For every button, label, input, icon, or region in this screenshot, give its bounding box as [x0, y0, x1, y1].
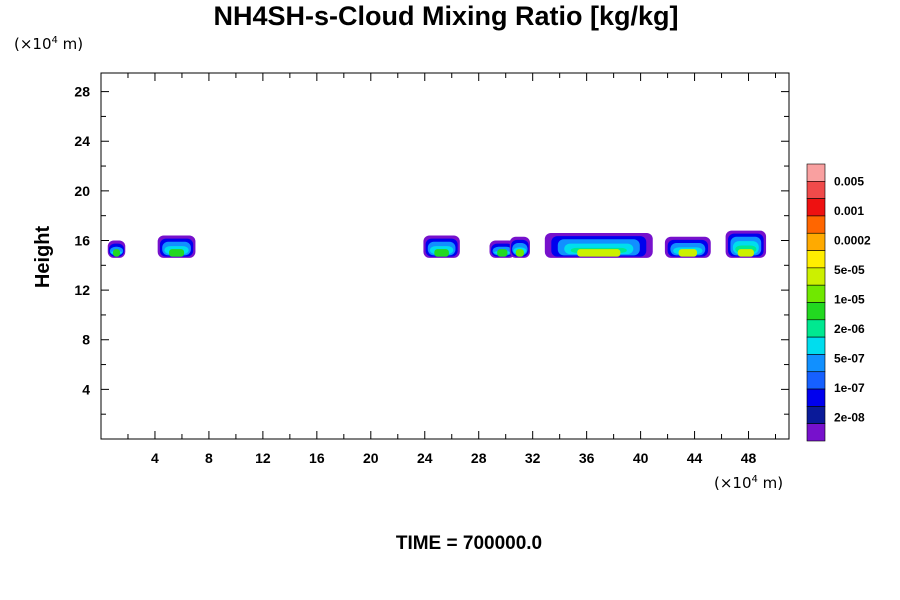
x-tick-label: 12: [255, 450, 271, 466]
cloud-patch: [544, 233, 653, 258]
y-tick-label: 12: [74, 282, 90, 298]
y-tick-label: 16: [74, 232, 90, 248]
x-tick-label: 44: [687, 450, 703, 466]
cloud-core: [678, 249, 697, 257]
y-axis-label: Height: [32, 226, 54, 289]
colorbar-label: 5e-05: [834, 263, 865, 277]
cloud-core: [497, 249, 508, 257]
colorbar-label: 2e-06: [834, 322, 865, 336]
cloud-patch: [509, 236, 530, 258]
cloud-patch: [423, 235, 460, 258]
colorbar-swatch: [806, 198, 826, 217]
colorbar-swatch: [806, 302, 826, 321]
y-axis-ticks: 4 8 12 16 20 24 28: [74, 84, 789, 415]
colorbar-swatch: [806, 250, 826, 269]
colorbar-swatch: [806, 319, 826, 338]
colorbar-swatch: [806, 215, 826, 234]
cloud-layer: [107, 230, 767, 258]
y-tick-label: 28: [74, 84, 90, 100]
colorbar-label: 0.0002: [834, 233, 871, 247]
colorbar-swatch: [806, 406, 826, 424]
cloud-patch: [489, 240, 516, 258]
cloud-core: [577, 249, 621, 257]
y-tick-label: 8: [82, 332, 90, 348]
x-axis-unit: (×104 m): [714, 474, 783, 492]
x-tick-label: 24: [417, 450, 433, 466]
colorbar-swatch: [806, 336, 826, 355]
cloud-patch: [664, 236, 711, 258]
colorbar-label: 0.005: [834, 174, 864, 188]
y-axis-unit: (×104 m): [14, 35, 83, 53]
y-tick-label: 20: [74, 183, 90, 199]
colorbar-swatch: [806, 163, 826, 182]
cloud-core: [113, 249, 121, 257]
x-tick-label: 48: [741, 450, 757, 466]
x-tick-label: 36: [579, 450, 595, 466]
colorbar-label: 2e-08: [834, 410, 865, 424]
y-tick-label: 24: [74, 133, 90, 149]
colorbar-swatch: [806, 181, 826, 199]
colorbar-swatch: [806, 423, 826, 442]
colorbar-label: 0.001: [834, 204, 864, 218]
x-tick-label: 28: [471, 450, 487, 466]
x-tick-label: 16: [309, 450, 325, 466]
cloud-patch: [107, 240, 126, 258]
colorbar-label: 1e-07: [834, 381, 865, 395]
colorbar-swatch: [806, 354, 826, 373]
x-tick-label: 40: [633, 450, 649, 466]
x-tick-label: 32: [525, 450, 541, 466]
cloud-core: [737, 249, 754, 257]
colorbar-swatch: [806, 388, 826, 407]
x-tick-label: 20: [363, 450, 379, 466]
time-label: TIME = 700000.0: [396, 533, 542, 554]
colorbar-swatch: [806, 232, 826, 251]
chart-title: NH4SH-s-Cloud Mixing Ratio [kg/kg]: [214, 1, 679, 31]
x-axis-ticks: 4 8 12 16 20 24 28 32 36 40 44 48: [127, 73, 777, 466]
colorbar-label: 5e-07: [834, 351, 865, 365]
cloud-patch: [725, 230, 767, 258]
colorbar-label: 1e-05: [834, 292, 865, 306]
cloud-core: [168, 249, 185, 257]
cloud-patch: [157, 235, 196, 258]
colorbar-swatch: [806, 284, 826, 303]
x-tick-label: 8: [205, 450, 213, 466]
cloud-core: [434, 249, 449, 257]
colorbar-swatch: [806, 267, 826, 286]
colorbar-legend: 0.005 0.001 0.0002 5e-05 1e-05 2e-06 5e-07 1e-0…: [806, 163, 871, 442]
colorbar-swatch: [806, 371, 826, 390]
cloud-core: [515, 249, 524, 257]
x-tick-label: 4: [151, 450, 159, 466]
y-tick-label: 4: [82, 381, 90, 397]
